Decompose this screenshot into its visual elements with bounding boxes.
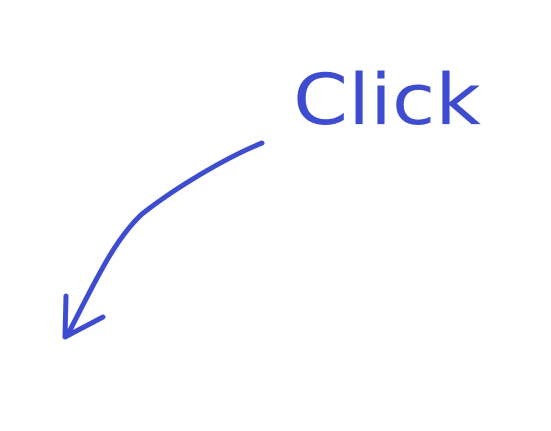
- click-label[interactable]: Click: [293, 59, 482, 141]
- arrow-head: [62, 293, 106, 340]
- arrow-shaft: [65, 140, 265, 337]
